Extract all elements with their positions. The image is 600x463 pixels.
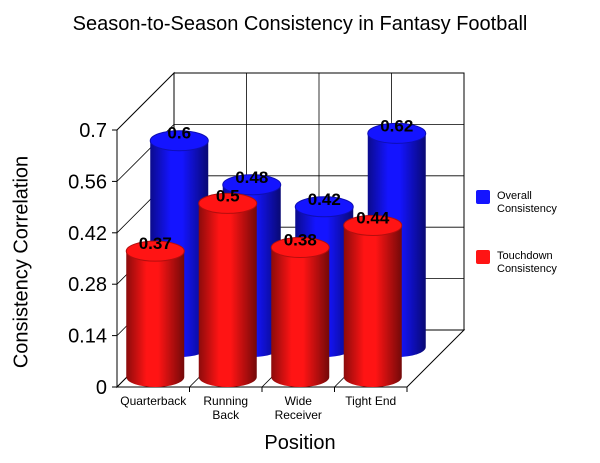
bar-top <box>294 196 354 218</box>
data-label: 0.42 <box>308 190 341 209</box>
data-label: 0.44 <box>356 208 390 227</box>
bar-top <box>125 240 185 262</box>
data-label: 0.6 <box>167 124 191 143</box>
x-tick-label: Wide Receiver <box>275 394 322 422</box>
y-tick-label: 0.7 <box>79 120 107 142</box>
legend-swatch <box>476 190 490 204</box>
y-tick-label: 0.56 <box>68 171 107 193</box>
x-tick-label: Tight End <box>345 394 396 408</box>
y-tick-label: 0.14 <box>68 326 107 348</box>
data-label: 0.5 <box>216 186 240 205</box>
legend-label: Touchdown Consistency <box>497 250 557 275</box>
bar-touchdown <box>198 203 257 387</box>
x-axis-label: Position <box>264 432 336 454</box>
data-label: 0.37 <box>139 234 172 253</box>
bar-touchdown <box>271 247 330 387</box>
bar-top <box>198 192 258 214</box>
chart-title: Season-to-Season Consistency in Fantasy … <box>72 13 528 35</box>
bar-touchdown <box>343 225 402 387</box>
data-label: 0.48 <box>235 168 268 187</box>
data-label: 0.38 <box>284 230 317 249</box>
legend-label: Overall Consistency <box>497 190 557 215</box>
y-axis-label: Consistency Correlation <box>10 155 33 369</box>
bar-top <box>149 130 209 152</box>
bar-top <box>343 214 403 236</box>
bar-top <box>270 236 330 258</box>
y-tick-label: 0.42 <box>68 223 107 245</box>
data-label: 0.62 <box>380 116 413 135</box>
bar-top <box>222 174 282 196</box>
y-tick-label: 0.28 <box>68 274 107 296</box>
legend-swatch <box>476 250 490 264</box>
x-tick-label: Running Back <box>203 394 248 422</box>
bar-top <box>367 122 427 144</box>
x-tick-label: Quarterback <box>120 394 187 408</box>
y-tick-label: 0 <box>96 377 107 399</box>
bar-touchdown <box>126 251 185 387</box>
